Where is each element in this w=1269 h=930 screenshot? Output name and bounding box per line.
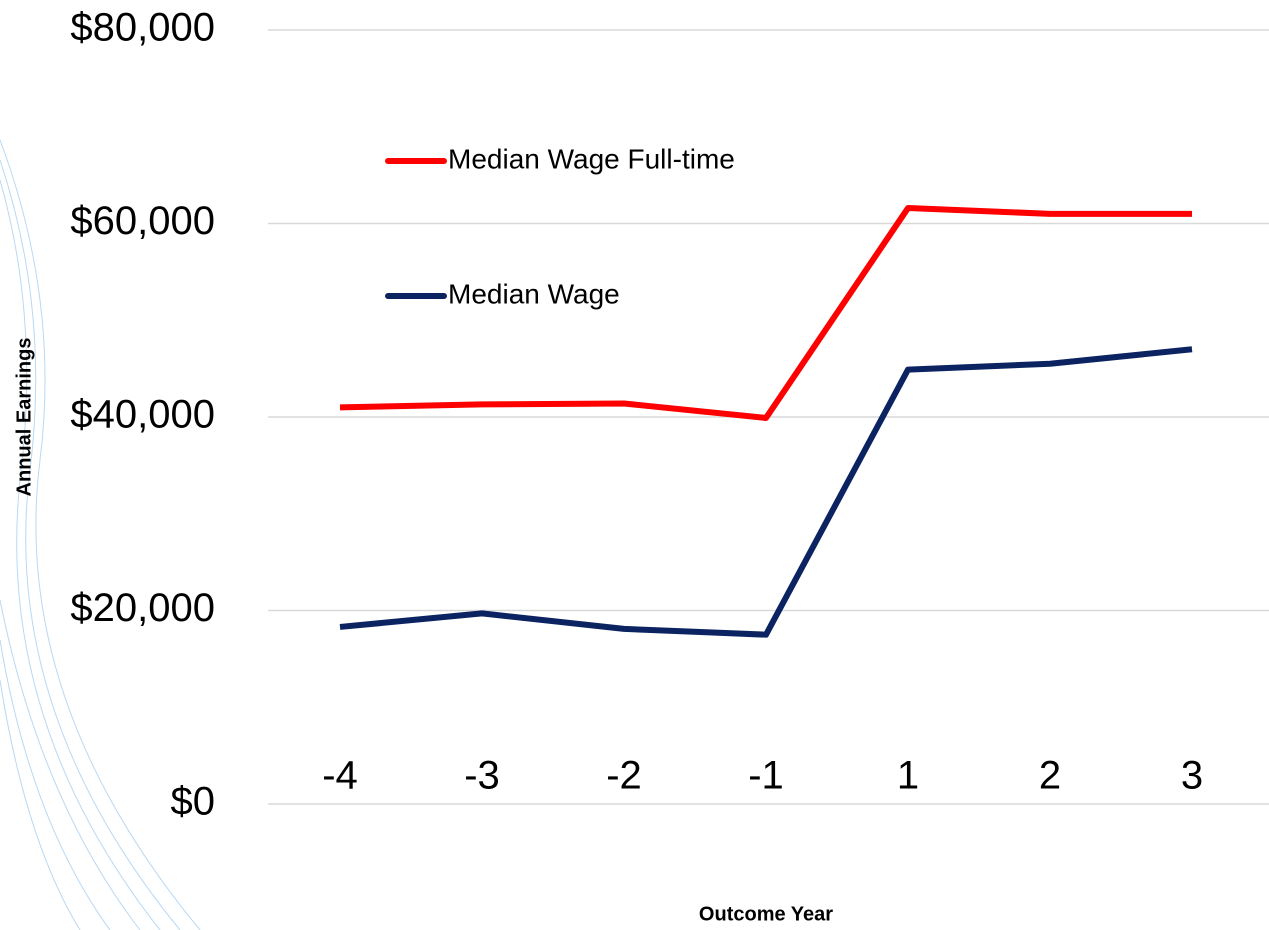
- y-tick-label: $40,000: [70, 393, 215, 437]
- y-tick-label: $80,000: [70, 6, 215, 50]
- data-line: [339, 205, 1192, 421]
- x-axis-title: Outcome Year: [699, 903, 833, 925]
- y-tick-label: $20,000: [70, 586, 215, 630]
- legend-label: Median Wage Full-time: [448, 143, 735, 174]
- background-decoration: [0, 139, 201, 930]
- x-tick-label: -2: [606, 754, 642, 798]
- y-tick-label: $60,000: [70, 199, 215, 243]
- data-line: [339, 346, 1193, 638]
- x-tick-label: -3: [464, 754, 500, 798]
- x-tick-label: 2: [1039, 754, 1061, 798]
- x-tick-label: 3: [1181, 754, 1203, 798]
- y-axis-title: Annual Earnings: [13, 338, 35, 497]
- x-tick-label: -1: [748, 754, 784, 798]
- y-tick-label: $0: [171, 780, 216, 824]
- legend-label: Median Wage: [448, 278, 620, 309]
- x-tick-label: -4: [322, 754, 358, 798]
- x-tick-label: 1: [897, 754, 919, 798]
